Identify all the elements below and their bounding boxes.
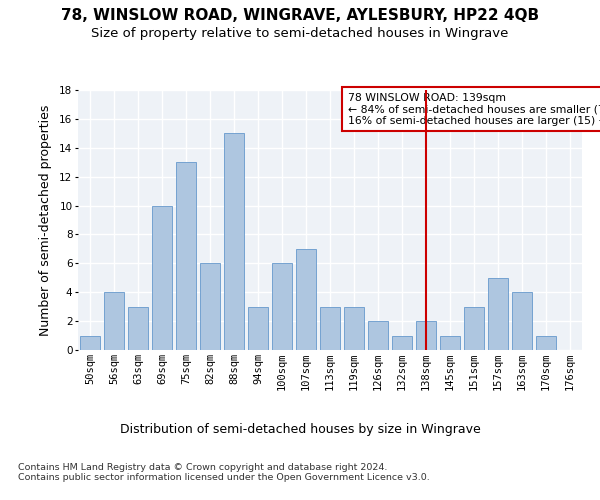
Text: 78 WINSLOW ROAD: 139sqm
← 84% of semi-detached houses are smaller (77)
16% of se: 78 WINSLOW ROAD: 139sqm ← 84% of semi-de…: [347, 92, 600, 126]
Text: Contains HM Land Registry data © Crown copyright and database right 2024.
Contai: Contains HM Land Registry data © Crown c…: [18, 462, 430, 482]
Bar: [272, 264, 292, 350]
Bar: [488, 278, 508, 350]
Text: 78, WINSLOW ROAD, WINGRAVE, AYLESBURY, HP22 4QB: 78, WINSLOW ROAD, WINGRAVE, AYLESBURY, H…: [61, 8, 539, 22]
Text: Distribution of semi-detached houses by size in Wingrave: Distribution of semi-detached houses by …: [119, 422, 481, 436]
Bar: [104, 292, 124, 350]
Bar: [224, 134, 244, 350]
Bar: [392, 336, 412, 350]
Bar: [536, 336, 556, 350]
Bar: [512, 292, 532, 350]
Bar: [248, 306, 268, 350]
Text: Size of property relative to semi-detached houses in Wingrave: Size of property relative to semi-detach…: [91, 28, 509, 40]
Bar: [296, 249, 316, 350]
Bar: [152, 206, 172, 350]
Bar: [128, 306, 148, 350]
Bar: [464, 306, 484, 350]
Bar: [176, 162, 196, 350]
Bar: [200, 264, 220, 350]
Bar: [416, 321, 436, 350]
Bar: [344, 306, 364, 350]
Bar: [368, 321, 388, 350]
Bar: [80, 336, 100, 350]
Y-axis label: Number of semi-detached properties: Number of semi-detached properties: [39, 104, 52, 336]
Bar: [440, 336, 460, 350]
Bar: [320, 306, 340, 350]
